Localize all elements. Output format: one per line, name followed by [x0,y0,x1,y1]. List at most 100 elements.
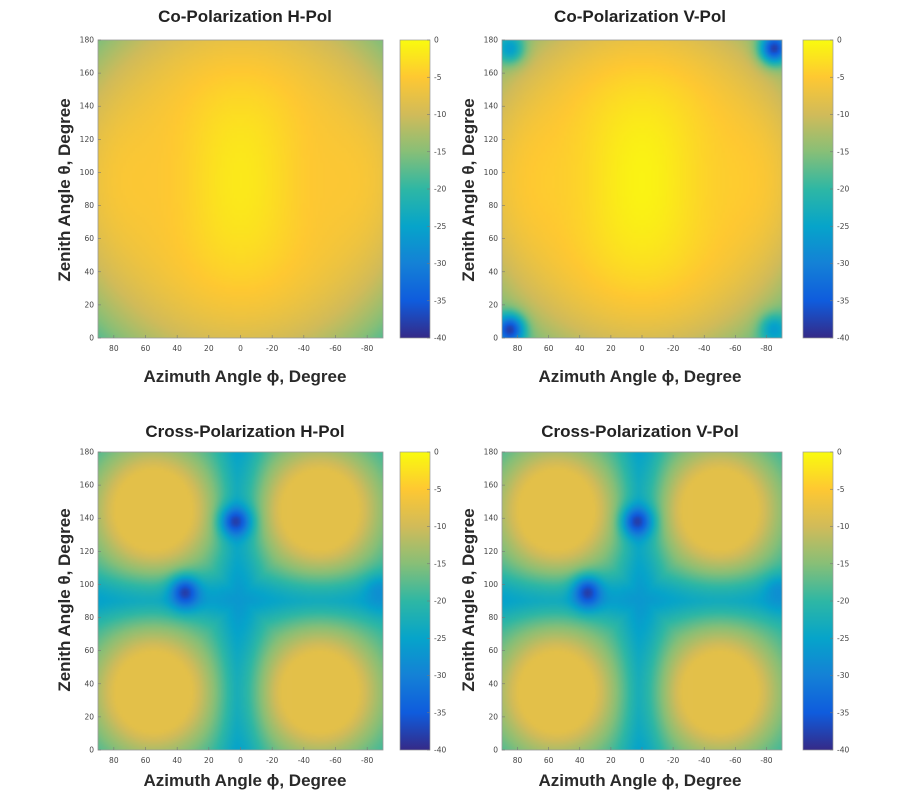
y-axis-label: Zenith Angle θ, Degree [459,508,478,691]
colorbar-tick-label: -20 [837,185,849,194]
x-tick-label: -60 [329,344,341,353]
y-tick-label: 0 [89,746,94,755]
y-tick-label: 80 [84,201,94,210]
x-tick-label: -40 [698,344,710,353]
heatmap-field [502,452,782,750]
colorbar-tick-label: -30 [837,259,849,268]
y-axis-label: Zenith Angle θ, Degree [459,98,478,281]
y-tick-label: 20 [488,712,498,721]
x-tick-label: -20 [266,756,278,765]
colorbar [803,40,833,338]
colorbar-tick-label: -35 [434,708,446,717]
y-tick-label: 160 [484,481,499,490]
colorbar-tick-label: -35 [837,708,849,717]
y-tick-label: 40 [84,267,94,276]
colorbar-tick-label: 0 [434,36,439,45]
colorbar-tick-label: -40 [837,746,849,755]
colorbar-tick-label: -40 [837,334,849,343]
y-tick-label: 60 [488,234,498,243]
x-tick-label: 60 [141,756,151,765]
x-tick-label: -80 [760,756,772,765]
y-tick-label: 20 [84,300,94,309]
y-tick-label: 40 [488,267,498,276]
x-tick-label: 40 [575,756,585,765]
y-tick-label: 180 [484,36,499,45]
y-axis-label: Zenith Angle θ, Degree [55,508,74,691]
colorbar-tick-label: -15 [434,147,446,156]
chart-title: Cross-Polarization H-Pol [145,422,344,441]
colorbar-tick-label: -20 [434,597,446,606]
x-tick-label: 0 [640,344,645,353]
colorbar-tick-label: -35 [837,296,849,305]
y-tick-label: 180 [484,448,499,457]
x-tick-label: 20 [606,756,616,765]
y-tick-label: 80 [488,613,498,622]
colorbar-tick-label: -5 [434,485,442,494]
colorbar-tick-label: -25 [434,222,446,231]
x-tick-label: -40 [298,756,310,765]
chart-panel-2: Co-Polarization V-Pol 80 60 40 20 0 -20 -40 -60 -… [459,7,849,386]
x-tick-label: 60 [544,344,554,353]
chart-title: Co-Polarization V-Pol [554,7,726,26]
y-tick-label: 140 [80,102,95,111]
x-tick-label: 60 [544,756,554,765]
colorbar-tick-label: -20 [434,185,446,194]
heatmap-field [98,40,383,338]
y-axis-label: Zenith Angle θ, Degree [55,98,74,281]
colorbar-tick-label: -10 [837,110,849,119]
y-tick-label: 60 [488,646,498,655]
x-tick-label: 20 [204,756,214,765]
chart-panel-4: Cross-Polarization V-Pol 80 60 40 20 0 -20 -40 -… [459,422,849,790]
colorbar-tick-label: -15 [837,147,849,156]
y-tick-label: 60 [84,646,94,655]
x-tick-label: 0 [238,344,243,353]
chart-title: Cross-Polarization V-Pol [541,422,738,441]
y-tick-label: 160 [484,69,499,78]
x-tick-label: -20 [266,344,278,353]
x-axis-label: Azimuth Angle ϕ, Degree [539,367,742,386]
colorbar-tick-label: -40 [434,746,446,755]
colorbar-tick-label: -20 [837,597,849,606]
y-tick-label: 40 [84,679,94,688]
colorbar-tick-label: 0 [434,448,439,457]
y-tick-label: 40 [488,679,498,688]
x-tick-label: 40 [172,756,182,765]
colorbar-tick-label: -35 [434,296,446,305]
y-tick-label: 0 [493,746,498,755]
x-tick-label: -40 [698,756,710,765]
x-tick-label: 0 [238,756,243,765]
y-tick-label: 80 [488,201,498,210]
colorbar-tick-label: 0 [837,36,842,45]
x-tick-label: 60 [141,344,151,353]
y-tick-label: 140 [80,514,95,523]
x-tick-label: -20 [667,344,679,353]
y-tick-label: 120 [80,547,95,556]
y-tick-label: 100 [80,168,95,177]
colorbar [400,40,430,338]
y-tick-label: 120 [80,135,95,144]
colorbar-tick-label: -30 [434,259,446,268]
x-tick-label: 40 [575,344,585,353]
colorbar-tick-label: -15 [837,559,849,568]
x-tick-label: -40 [298,344,310,353]
y-tick-label: 0 [493,334,498,343]
y-tick-label: 120 [484,135,499,144]
y-tick-label: 80 [84,613,94,622]
x-tick-label: -80 [361,344,373,353]
x-tick-label: 80 [109,756,119,765]
y-tick-label: 100 [484,168,499,177]
x-axis-label: Azimuth Angle ϕ, Degree [144,771,347,790]
colorbar [400,452,430,750]
x-tick-label: -80 [760,344,772,353]
x-tick-label: -60 [329,756,341,765]
x-axis-label: Azimuth Angle ϕ, Degree [144,367,347,386]
x-tick-label: 80 [513,756,523,765]
y-tick-label: 100 [80,580,95,589]
x-tick-label: 0 [640,756,645,765]
y-tick-label: 180 [80,36,95,45]
colorbar-tick-label: -30 [837,671,849,680]
y-tick-label: 140 [484,102,499,111]
y-tick-label: 20 [84,712,94,721]
chart-panel-3: Cross-Polarization H-Pol 80 60 40 20 0 -20 -40 -… [55,422,446,790]
